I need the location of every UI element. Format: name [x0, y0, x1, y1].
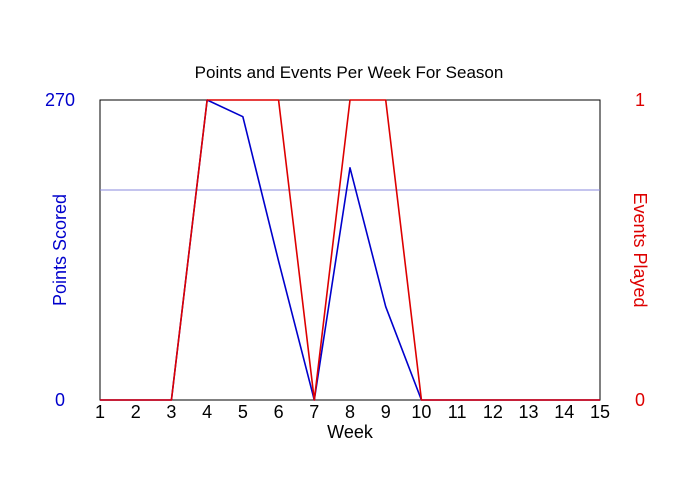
x-tick-label: 10: [411, 402, 431, 422]
x-tick-label: 15: [590, 402, 610, 422]
right-tick-label: 0: [635, 390, 645, 410]
right-axis-ticks: 01: [635, 90, 645, 410]
left-tick-label: 0: [55, 390, 65, 410]
x-tick-label: 11: [448, 402, 467, 422]
x-axis-ticks: 1 2 3 4 5 6 7 8 9 10 11 12 13 14 15: [95, 402, 610, 422]
x-tick-label: 7: [309, 402, 319, 422]
right-axis-label: Events Played: [630, 192, 650, 307]
x-tick-label: 14: [554, 402, 574, 422]
x-tick-label: 5: [238, 402, 248, 422]
left-axis-ticks: 0 270: [45, 90, 75, 410]
x-axis-label: Week: [327, 422, 374, 442]
x-tick-label: 12: [483, 402, 503, 422]
x-tick-label: 9: [381, 402, 391, 422]
x-tick-label: 3: [166, 402, 176, 422]
chart-title: Points and Events Per Week For Season: [195, 63, 504, 82]
plot-area: [99, 99, 601, 401]
left-tick-label: 270: [45, 90, 75, 110]
x-tick-label: 6: [274, 402, 284, 422]
x-tick-label: 8: [345, 402, 355, 422]
x-tick-label: 4: [202, 402, 212, 422]
series-line-events-played: [100, 99, 600, 401]
x-tick-label: 2: [131, 402, 141, 422]
x-tick-label: 13: [519, 402, 539, 422]
right-tick-label: 1: [635, 90, 645, 110]
left-axis-label: Points Scored: [50, 194, 70, 306]
x-tick-label: 1: [95, 402, 105, 422]
series-layer: [100, 99, 600, 401]
